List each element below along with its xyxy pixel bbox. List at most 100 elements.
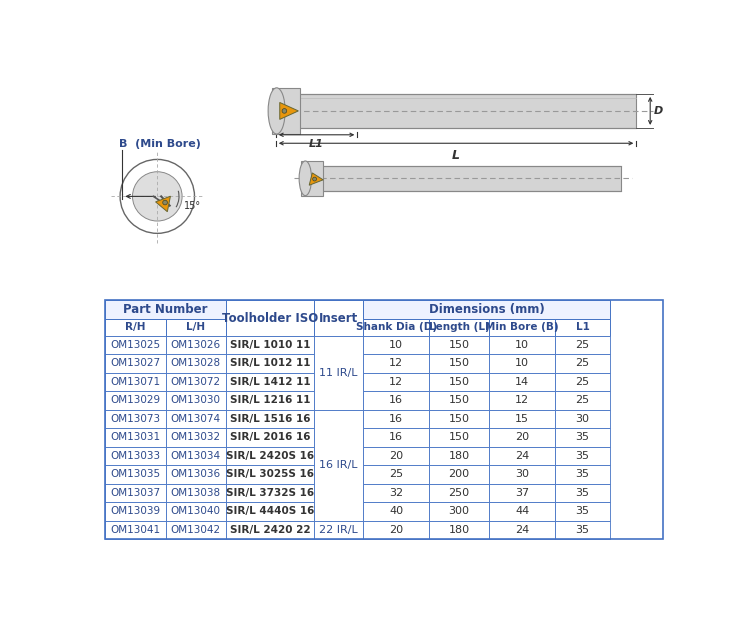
Bar	[555, 410, 610, 428]
Text: 25: 25	[575, 340, 590, 350]
Text: SIR/L 2420S 16: SIR/L 2420S 16	[226, 451, 314, 461]
Text: 15°: 15°	[184, 201, 201, 211]
Text: 14: 14	[515, 377, 529, 387]
Bar	[489, 410, 555, 428]
Text: SIR/L 1412 11: SIR/L 1412 11	[230, 377, 310, 387]
Bar	[555, 502, 610, 521]
Text: 30: 30	[515, 469, 529, 480]
Bar	[314, 336, 363, 410]
Bar	[166, 428, 226, 447]
Text: OM13071: OM13071	[110, 377, 160, 387]
Bar	[363, 483, 429, 502]
Text: Dimensions (mm): Dimensions (mm)	[428, 303, 544, 316]
Text: L1: L1	[309, 139, 324, 150]
Text: 30: 30	[575, 414, 590, 424]
Text: R/H: R/H	[125, 322, 146, 333]
Bar	[319, 166, 621, 191]
Bar	[105, 465, 166, 483]
Bar	[555, 336, 610, 354]
Text: Length (L): Length (L)	[429, 322, 490, 333]
Bar	[166, 373, 226, 391]
Bar	[302, 161, 323, 196]
Text: 16: 16	[389, 433, 403, 442]
Bar	[166, 502, 226, 521]
Bar	[105, 300, 663, 539]
Text: OM13041: OM13041	[110, 525, 160, 535]
Text: D: D	[654, 106, 663, 116]
Bar	[555, 373, 610, 391]
Bar	[166, 521, 226, 539]
Bar	[363, 428, 429, 447]
Bar	[105, 521, 166, 539]
Bar	[105, 410, 166, 428]
Bar	[489, 428, 555, 447]
Bar	[489, 373, 555, 391]
Text: 16 IR/L: 16 IR/L	[320, 460, 358, 470]
Bar	[429, 483, 489, 502]
Bar	[489, 336, 555, 354]
Polygon shape	[155, 196, 170, 212]
Text: OM13029: OM13029	[110, 395, 160, 406]
Text: L: L	[452, 149, 460, 162]
Text: 300: 300	[448, 507, 470, 516]
Bar	[166, 319, 226, 336]
Text: 150: 150	[448, 358, 470, 369]
Bar	[166, 391, 226, 410]
Text: SIR/L 1010 11: SIR/L 1010 11	[230, 340, 310, 350]
Text: 25: 25	[575, 377, 590, 387]
Text: 35: 35	[575, 488, 590, 498]
Bar	[105, 354, 166, 373]
Bar	[429, 521, 489, 539]
Bar	[429, 465, 489, 483]
Bar	[166, 336, 226, 354]
Bar	[363, 373, 429, 391]
Bar	[489, 354, 555, 373]
Bar	[555, 447, 610, 465]
Text: 10: 10	[515, 358, 529, 369]
Bar	[226, 373, 314, 391]
Bar	[363, 300, 610, 319]
Bar	[166, 465, 226, 483]
Bar	[166, 483, 226, 502]
Text: OM13037: OM13037	[110, 488, 160, 498]
Text: OM13073: OM13073	[110, 414, 160, 424]
Text: 40: 40	[389, 507, 404, 516]
Text: OM13042: OM13042	[171, 525, 220, 535]
Text: 180: 180	[448, 451, 470, 461]
Text: OM13035: OM13035	[110, 469, 160, 480]
Bar	[166, 447, 226, 465]
Bar	[363, 354, 429, 373]
Text: 10: 10	[389, 340, 403, 350]
Bar	[429, 373, 489, 391]
Text: 25: 25	[389, 469, 404, 480]
Text: OM13031: OM13031	[110, 433, 160, 442]
Bar	[555, 391, 610, 410]
Text: 35: 35	[575, 507, 590, 516]
Circle shape	[120, 159, 194, 233]
Bar	[166, 410, 226, 428]
Text: SIR/L 3025S 16: SIR/L 3025S 16	[226, 469, 314, 480]
Text: 150: 150	[448, 377, 470, 387]
Bar	[429, 447, 489, 465]
Bar	[226, 447, 314, 465]
Ellipse shape	[268, 88, 285, 134]
Bar	[489, 391, 555, 410]
Circle shape	[163, 200, 167, 205]
Bar	[429, 428, 489, 447]
Text: SIR/L 2016 16: SIR/L 2016 16	[230, 433, 310, 442]
Text: 150: 150	[448, 414, 470, 424]
Text: OM13033: OM13033	[110, 451, 160, 461]
Bar	[429, 336, 489, 354]
Bar	[105, 428, 166, 447]
Bar	[226, 300, 314, 336]
Bar	[105, 483, 166, 502]
Circle shape	[313, 177, 316, 181]
Text: 15: 15	[515, 414, 529, 424]
Bar	[363, 447, 429, 465]
Bar	[314, 521, 363, 539]
Text: Part Number: Part Number	[124, 303, 208, 316]
Text: OM13036: OM13036	[171, 469, 220, 480]
Bar	[105, 319, 166, 336]
Text: 150: 150	[448, 340, 470, 350]
Text: 10: 10	[515, 340, 529, 350]
